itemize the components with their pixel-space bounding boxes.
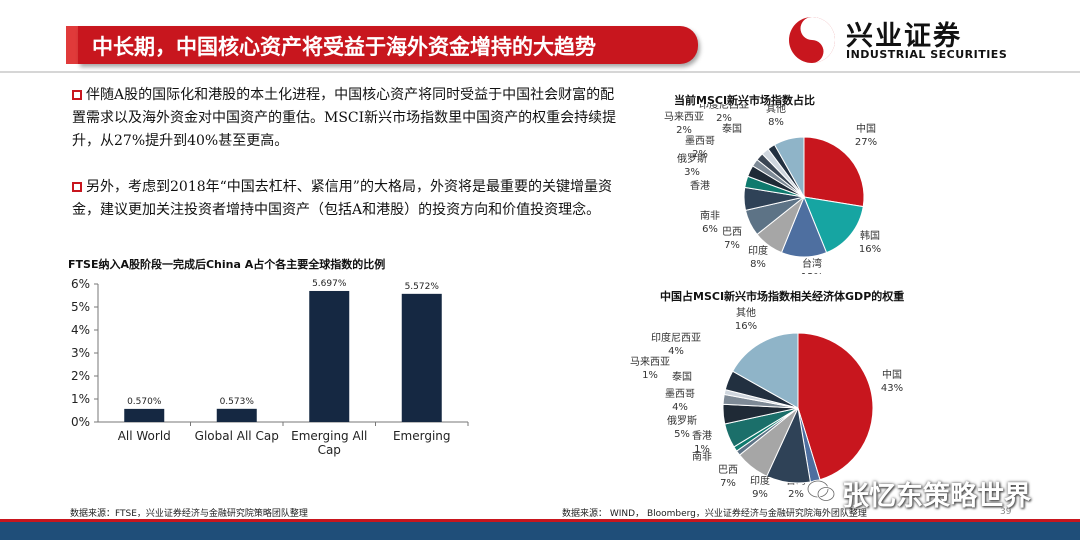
footer-accent <box>0 519 1080 522</box>
y-tick-label: 4% <box>71 323 90 337</box>
bar <box>124 408 165 422</box>
pie-value-label: 4% <box>672 402 688 413</box>
pie-slice <box>803 136 865 208</box>
footer-bar <box>0 522 1080 540</box>
y-tick-label: 0% <box>71 415 90 429</box>
pie-value-label: 2% <box>692 149 708 160</box>
bar-value-label: 5.572% <box>405 282 440 292</box>
pie-category-label: 马来西亚 <box>664 111 704 123</box>
pie-value-label: 12% <box>801 272 823 274</box>
pie-value-label: 16% <box>735 321 757 332</box>
pie-chart-msci-weights: 中国27%韩国16%台湾12%印度8%巴西7%南非6%香港俄罗斯3%墨西哥2%泰… <box>664 104 881 274</box>
paragraph-1-text: 伴随A股的国际化和港股的本土化进程，中国核心资产将同时受益于中国社会财富的配置需… <box>72 87 617 149</box>
pie-value-label: 7% <box>720 478 736 489</box>
pie2-title: 中国占MSCI新兴市场指数相关经济体GDP的权重 <box>660 290 905 303</box>
bar <box>216 408 257 422</box>
pie-value-label: 8% <box>768 117 784 128</box>
pie-value-label: 43% <box>881 383 903 394</box>
y-tick-label: 5% <box>71 300 90 314</box>
pie-category-label: 巴西 <box>718 464 738 476</box>
bar <box>309 290 350 422</box>
pie-value-label: 2% <box>676 125 692 136</box>
pie-value-label: 4% <box>668 346 684 357</box>
pie-value-label: 2% <box>788 489 804 500</box>
pie-slice <box>797 332 874 481</box>
title-banner: 中长期，中国核心资产将受益于海外资金增持的大趋势 <box>78 26 698 64</box>
pie-category-label: 墨西哥 <box>665 388 695 400</box>
pie-category-label: 俄罗斯 <box>677 152 707 165</box>
x-category-label: Emerging All <box>291 429 367 443</box>
pie-category-label: 印度 <box>750 474 770 487</box>
pie-category-label: 印度 <box>748 244 768 257</box>
pie-category-label: 中国 <box>882 368 902 381</box>
logo-english-name: INDUSTRIAL SECURITIES <box>846 48 1008 61</box>
bar-value-label: 0.573% <box>220 397 255 407</box>
pie-value-label: 1% <box>642 370 658 381</box>
paragraph-2-text: 另外，考虑到2018年“中国去杠杆、紧信用”的大格局，外资将是最重要的关键增量资… <box>72 179 612 218</box>
pie-category-label: 马来西亚 <box>630 356 670 368</box>
pie-slice <box>803 196 864 254</box>
bar-chart: 0% 1% 2% 3% 4% 5% 6% 0.570% All World 0.573% Globa… <box>71 277 469 457</box>
page-title: 中长期，中国核心资产将受益于海外资金增持的大趋势 <box>92 35 596 59</box>
pie-category-label: 泰国 <box>672 370 692 383</box>
company-logo: 兴业证券 INDUSTRIAL SECURITIES <box>786 14 1076 66</box>
y-tick-label: 3% <box>71 346 90 360</box>
bar-value-label: 5.697% <box>312 279 347 289</box>
pie-category-label: 香港 <box>692 430 712 442</box>
source-right: 数据来源： WIND， Bloomberg，兴业证券经济与金融研究院海外团队整理 <box>562 509 867 519</box>
header: 中长期，中国核心资产将受益于海外资金增持的大趋势 兴业证券 INDUSTRIAL… <box>0 0 1080 80</box>
x-category-label: All World <box>118 429 171 443</box>
pie-category-label: 泰国 <box>722 122 742 135</box>
title-accent <box>66 26 80 64</box>
pie-category-label: 印度尼西亚 <box>699 104 749 111</box>
pie-category-label: 印度尼西亚 <box>651 331 701 344</box>
x-category-label: Emerging <box>393 429 451 443</box>
paragraph-2: 另外，考虑到2018年“中国去杠杆、紧信用”的大格局，外资将是最重要的关键增量资… <box>72 176 617 222</box>
bullet-square-icon <box>72 90 82 100</box>
pie-value-label: 2% <box>716 113 732 124</box>
source-left: 数据来源：FTSE，兴业证券经济与金融研究院策略团队整理 <box>70 509 308 519</box>
paragraph-1: 伴随A股的国际化和港股的本土化进程，中国核心资产将同时受益于中国社会财富的配置需… <box>72 84 617 153</box>
pie-category-label: 南非 <box>692 450 712 463</box>
page-number: 39 <box>1000 507 1012 517</box>
pie-chart-gdp-weights: 中国43%台湾2%印度9%巴西7%南非香港1%俄罗斯5%墨西哥4%泰国马来西亚1… <box>630 306 903 500</box>
pie-value-label: 7% <box>724 240 740 251</box>
pie-category-label: 香港 <box>690 180 710 192</box>
pie1-title: 当前MSCI新兴市场指数占比 <box>674 94 816 107</box>
pie-category-label: 墨西哥 <box>685 135 715 147</box>
pie-category-label: 南非 <box>700 209 720 222</box>
y-tick-label: 2% <box>71 369 90 383</box>
pie-category-label: 俄罗斯 <box>667 414 697 427</box>
pie-value-label: 3% <box>684 167 700 178</box>
logo-emblem-icon <box>789 17 835 63</box>
bar <box>401 293 442 422</box>
wechat-icon <box>806 479 836 502</box>
pie-slice <box>731 332 799 409</box>
header-divider <box>0 71 1080 73</box>
y-tick-label: 1% <box>71 392 90 406</box>
bullet-square-icon <box>72 182 82 192</box>
y-tick-label: 6% <box>71 277 90 291</box>
pie-value-label: 16% <box>859 244 881 255</box>
x-category-label: Global All Cap <box>195 429 279 443</box>
pie-category-label: 巴西 <box>722 226 742 238</box>
pie-value-label: 6% <box>702 224 718 235</box>
pie-value-label: 1% <box>694 444 710 455</box>
logo-name: 兴业证券 <box>846 21 962 52</box>
pie-value-label: 5% <box>674 429 690 440</box>
watermark: 张忆东策略世界 <box>842 481 1031 512</box>
pie-value-label: 8% <box>750 259 766 270</box>
pie-category-label: 韩国 <box>860 229 880 242</box>
x-category-label: Cap <box>318 443 341 457</box>
pie-slice <box>773 136 805 199</box>
pie-category-label: 其他 <box>736 306 756 319</box>
pie-value-label: 9% <box>752 489 768 500</box>
pie-category-label: 中国 <box>856 122 876 135</box>
pie-category-label: 台湾 <box>802 257 822 270</box>
bar-value-label: 0.570% <box>127 397 162 407</box>
pie-value-label: 27% <box>855 137 877 148</box>
bar-chart-title: FTSE纳入A股阶段一完成后China A占个各主要全球指数的比例 <box>68 258 386 271</box>
pie-category-label: 其他 <box>766 104 786 115</box>
